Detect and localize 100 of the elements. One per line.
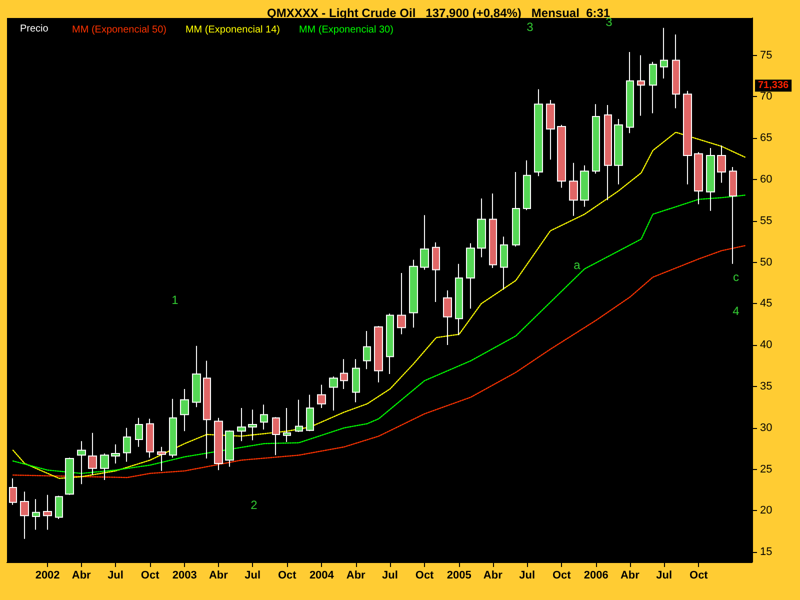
candlestick: [432, 242, 440, 303]
candlestick: [409, 259, 418, 328]
x-tick-label: Oct: [552, 570, 572, 582]
x-tick-label: Oct: [415, 570, 434, 582]
x-tick-label: Jul: [382, 570, 398, 582]
candlestick: [660, 27, 668, 79]
candlestick: [272, 416, 280, 456]
candlestick: [203, 360, 211, 459]
candlestick: [123, 427, 131, 462]
candlestick: [43, 494, 52, 530]
y-tick-label: 45: [760, 298, 772, 310]
candlestick: [180, 388, 189, 432]
candlestick: [100, 453, 109, 481]
candlestick: [283, 407, 291, 442]
x-tick-label: Abr: [483, 570, 504, 582]
candlestick: [729, 166, 737, 264]
candlestick: [55, 495, 63, 520]
candlestick: [477, 198, 486, 258]
candlestick: [489, 193, 497, 269]
candlestick: [614, 118, 623, 185]
candlestick: [20, 491, 29, 540]
y-tick-label: 75: [760, 49, 772, 62]
candlestick: [466, 242, 475, 310]
candlestick: [386, 313, 394, 375]
candlestick: [569, 162, 578, 216]
candlestick: [329, 376, 338, 411]
candlestick: [500, 236, 508, 290]
candlestick: [88, 432, 97, 476]
y-tick-label: 15: [760, 546, 772, 558]
candlestick: [534, 88, 543, 177]
candlestick: [374, 326, 383, 383]
y-tick-label: 60: [760, 173, 772, 186]
candlestick: [237, 407, 246, 442]
candlestick: [455, 263, 463, 336]
annotation: 4: [732, 304, 740, 318]
candlestick: [420, 214, 429, 270]
candlestick: [523, 160, 531, 211]
candlestick: [683, 90, 692, 185]
candlestick: [363, 330, 371, 370]
x-tick-label: 2006: [584, 570, 608, 582]
candlestick: [443, 290, 452, 346]
y-tick-label: 40: [760, 339, 772, 352]
candlestick: [169, 398, 177, 458]
candlestick: [604, 104, 612, 201]
candlestick: [352, 358, 360, 403]
y-tick-label: 55: [760, 214, 772, 227]
candlestick: [77, 440, 86, 485]
annotation: a: [574, 258, 581, 272]
y-tick-label: 35: [760, 380, 772, 392]
candlestick: [580, 164, 589, 208]
x-tick-label: 2002: [35, 570, 60, 582]
candlestick: [135, 417, 143, 448]
y-tick-label: 70: [760, 90, 772, 103]
x-tick-label: Jul: [519, 570, 536, 582]
text: MM (Exponencial 30): [298, 24, 394, 36]
line-series: [12, 245, 746, 478]
x-tick-label: Oct: [278, 570, 297, 582]
candlestick: [192, 345, 201, 408]
candlestick: [225, 430, 234, 468]
annotation: 1: [172, 293, 179, 307]
candlestick: [717, 145, 726, 184]
annotation: 3: [526, 20, 534, 34]
candlestick: [306, 394, 314, 432]
x-tick-label: Oct: [690, 570, 708, 582]
x-tick-label: Abr: [346, 570, 366, 582]
candlestick: [706, 147, 715, 212]
candlestick: [626, 51, 634, 134]
candlestick: [557, 124, 566, 188]
candlestick: [214, 417, 223, 471]
annotation: c: [733, 270, 739, 284]
candlestick: [397, 272, 406, 335]
x-tick-label: 2003: [172, 570, 197, 582]
x-tick-label: 2005: [446, 570, 472, 582]
x-tick-label: Oct: [140, 570, 160, 582]
candlestick: [248, 409, 257, 441]
candlestick: [649, 61, 657, 114]
candlestick: [260, 404, 268, 430]
annotation: 71,336: [758, 80, 790, 92]
x-tick-label: Jul: [108, 570, 124, 582]
x-tick-label: Abr: [72, 570, 92, 582]
candlestick: [694, 152, 703, 205]
candlestick: [9, 478, 17, 506]
y-tick-label: 20: [760, 504, 772, 517]
text: MM (Exponencial 50): [72, 24, 166, 36]
candlestick: [111, 444, 120, 464]
candlestick: [317, 384, 326, 408]
candlestick: [546, 99, 555, 160]
candlestick: [146, 418, 154, 458]
candlestick: [157, 446, 166, 472]
candlestick: [65, 457, 74, 496]
line-series: [12, 194, 746, 474]
legend-title: Precio: [20, 24, 49, 34]
candlestick: [512, 172, 520, 248]
x-tick-label: Abr: [620, 570, 640, 582]
y-tick-label: 30: [760, 422, 772, 434]
x-tick-label: Jul: [244, 570, 261, 582]
x-tick-label: 2004: [309, 570, 335, 582]
x-tick-label: Jul: [656, 570, 672, 582]
candlestick: [672, 34, 680, 109]
text: MM (Exponencial 14): [185, 24, 280, 36]
